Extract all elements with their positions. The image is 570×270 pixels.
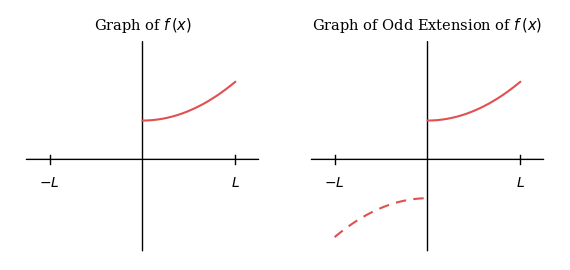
Text: $-L$: $-L$ bbox=[39, 176, 60, 190]
Title: Graph of $f\,(x)$: Graph of $f\,(x)$ bbox=[93, 16, 192, 35]
Text: $L$: $L$ bbox=[516, 176, 525, 190]
Text: $L$: $L$ bbox=[231, 176, 240, 190]
Text: $-L$: $-L$ bbox=[324, 176, 345, 190]
Title: Graph of Odd Extension of $f\,(x)$: Graph of Odd Extension of $f\,(x)$ bbox=[312, 16, 543, 35]
